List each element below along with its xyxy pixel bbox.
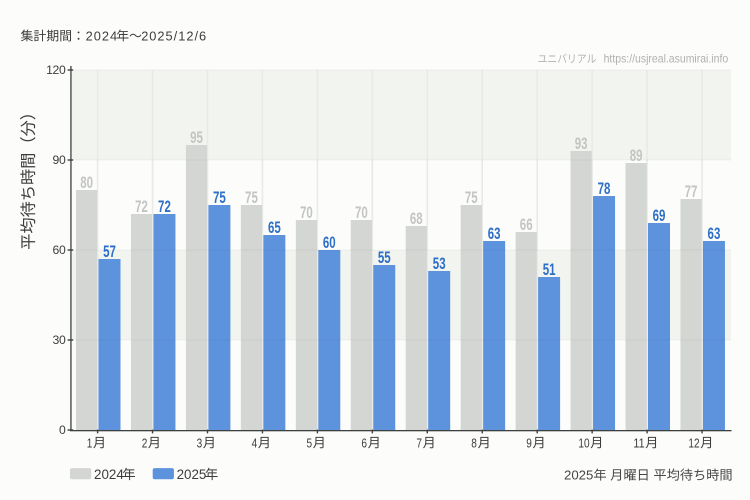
- svg-text:7: 7: [416, 435, 422, 450]
- svg-text:63: 63: [488, 225, 501, 243]
- svg-text:77: 77: [685, 183, 698, 201]
- svg-text:65: 65: [268, 219, 281, 237]
- svg-text:51: 51: [543, 261, 556, 279]
- svg-text:90: 90: [53, 153, 66, 167]
- svg-text:https://usjreal.asumirai.info: https://usjreal.asumirai.info: [604, 53, 729, 66]
- svg-text:2025: 2025: [564, 468, 593, 483]
- svg-text:4: 4: [252, 435, 258, 450]
- svg-text:80: 80: [80, 174, 93, 192]
- svg-text:30: 30: [53, 333, 66, 347]
- svg-text:2024: 2024: [86, 28, 118, 43]
- svg-text:60: 60: [323, 234, 336, 252]
- svg-text:53: 53: [433, 255, 446, 273]
- svg-text:55: 55: [378, 249, 391, 267]
- svg-text:89: 89: [630, 147, 643, 165]
- svg-text:72: 72: [158, 198, 171, 216]
- svg-text:5: 5: [307, 435, 313, 450]
- svg-text:75: 75: [245, 189, 258, 207]
- svg-text:95: 95: [190, 129, 203, 147]
- svg-text:11: 11: [633, 435, 644, 450]
- svg-text:69: 69: [653, 207, 666, 225]
- svg-text:60: 60: [53, 243, 66, 257]
- svg-text:66: 66: [520, 216, 533, 234]
- svg-text:120: 120: [46, 63, 66, 77]
- svg-text:3: 3: [197, 435, 203, 450]
- svg-text:70: 70: [355, 204, 368, 222]
- svg-text:2025/12/6: 2025/12/6: [141, 28, 207, 43]
- svg-text:72: 72: [135, 198, 148, 216]
- svg-text:2: 2: [142, 435, 148, 450]
- svg-text:1: 1: [87, 435, 93, 450]
- svg-text:2024: 2024: [94, 467, 124, 482]
- svg-text:93: 93: [575, 135, 588, 153]
- svg-text:2025: 2025: [177, 467, 207, 482]
- svg-text:12: 12: [688, 435, 699, 450]
- svg-text:63: 63: [708, 225, 721, 243]
- svg-text:9: 9: [526, 435, 532, 450]
- svg-text:6: 6: [361, 435, 367, 450]
- svg-text:57: 57: [103, 243, 116, 261]
- svg-text:75: 75: [213, 189, 226, 207]
- svg-text:0: 0: [59, 423, 66, 437]
- svg-text:70: 70: [300, 204, 313, 222]
- svg-text:8: 8: [471, 435, 477, 450]
- svg-text:10: 10: [578, 435, 589, 450]
- svg-text:75: 75: [465, 189, 478, 207]
- svg-text:68: 68: [410, 210, 423, 228]
- svg-text:78: 78: [598, 180, 611, 198]
